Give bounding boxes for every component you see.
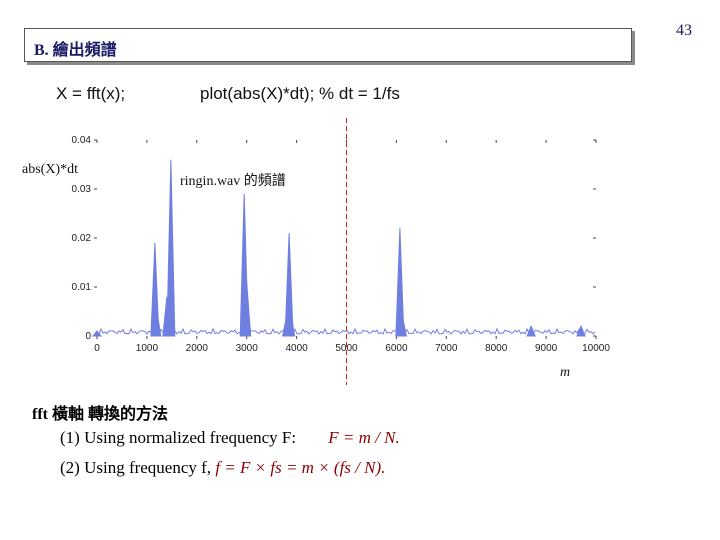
x-tick-label-3: 3000 bbox=[236, 343, 259, 354]
noise-line bbox=[96, 327, 596, 335]
method-1-text: (1) Using normalized frequency F: bbox=[60, 428, 301, 447]
peak-2 bbox=[152, 311, 162, 337]
plot-caption: ringin.wav 的頻譜 bbox=[180, 173, 286, 189]
spectrum-chart: 0 0.01 0.02 0.03 0.04 0 1000 2000 3000 4000 5000 60… bbox=[22, 118, 611, 385]
fft-code-line: X = fft(x); bbox=[56, 84, 126, 103]
x-tick-label-2: 2000 bbox=[186, 343, 209, 354]
methods-title: fft 橫軸 轉換的方法 bbox=[32, 406, 168, 423]
peak-0 bbox=[91, 330, 103, 337]
spectrum-peaks bbox=[91, 159, 586, 337]
page-number: 43 bbox=[676, 22, 692, 39]
section-title: B. 繪出頻譜 bbox=[34, 42, 117, 59]
peak-12 bbox=[526, 324, 536, 337]
section-header-bar: B. 繪出頻譜 bbox=[24, 28, 632, 62]
peak-11 bbox=[397, 316, 408, 337]
x-tick-label-10: 10000 bbox=[582, 343, 610, 354]
y-tick-label-0: 0 bbox=[85, 331, 91, 342]
y-tick-label-3: 0.03 bbox=[72, 184, 92, 195]
y-tick-label-4: 0.04 bbox=[72, 135, 92, 146]
peak-4 bbox=[166, 159, 176, 337]
method-frequency: (2) Using frequency f, f = F × fs = m × … bbox=[60, 458, 385, 478]
x-tick-label-8: 8000 bbox=[485, 343, 508, 354]
tick-labels: 0 0.01 0.02 0.03 0.04 0 1000 2000 3000 4000 5000 60… bbox=[72, 135, 611, 354]
x-tick-label-7: 7000 bbox=[435, 343, 458, 354]
y-quantity-label: abs(X)*dt bbox=[22, 162, 78, 177]
peak-6 bbox=[242, 282, 252, 337]
x-tick-label-5: 5000 bbox=[335, 343, 358, 354]
baseline-noise bbox=[96, 327, 596, 335]
method-normalized-frequency: (1) Using normalized frequency F: F = m … bbox=[60, 428, 400, 448]
x-tick-label-4: 4000 bbox=[285, 343, 308, 354]
m-axis-label: m bbox=[560, 365, 570, 380]
plot-code-line: plot(abs(X)*dt); % dt = 1/fs bbox=[200, 84, 400, 103]
peak-13 bbox=[576, 324, 586, 337]
y-tick-label-1: 0.01 bbox=[72, 282, 92, 293]
peak-9 bbox=[286, 311, 296, 337]
method-2-text: (2) Using frequency f, bbox=[60, 458, 216, 477]
x-tick-label-0: 0 bbox=[94, 343, 100, 354]
x-tick-label-6: 6000 bbox=[385, 343, 408, 354]
y-tick-label-2: 0.02 bbox=[72, 233, 92, 244]
x-tick-label-9: 9000 bbox=[535, 343, 558, 354]
method-1-formula: F = m / N. bbox=[328, 428, 400, 447]
method-2-formula: f = F × fs = m × (fs / N). bbox=[215, 458, 386, 477]
x-tick-label-1: 1000 bbox=[136, 343, 159, 354]
